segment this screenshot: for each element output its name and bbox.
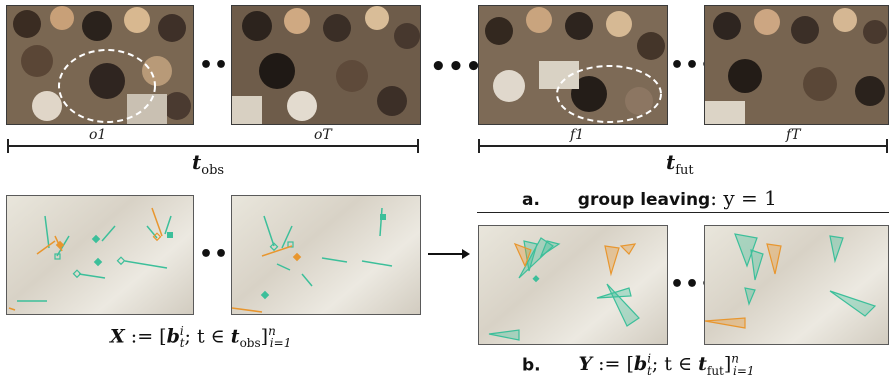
prediction-plot: [705, 233, 877, 329]
frame-label-f1: f1: [570, 127, 585, 143]
trajectory-plot: [8, 207, 173, 311]
timeline-obs-label: tobs: [192, 150, 225, 178]
task-divider: [477, 212, 889, 213]
right-arrow-icon: [428, 249, 470, 259]
trajectory-panel-last: [231, 195, 421, 315]
input-formula: X := [bit; t ∈ tobs]ni=1: [110, 324, 292, 351]
trajectory-plot: [232, 207, 393, 313]
frame-label-fT: fT: [786, 127, 801, 143]
trajectory-panel-first: [6, 195, 194, 315]
observed-frame-last: [231, 5, 421, 125]
task-a-caption: a. group leaving: y = 1: [522, 186, 777, 210]
group-ellipse: [556, 65, 662, 123]
frames-ellipsis: •••: [670, 53, 716, 78]
big-ellipsis: •••: [430, 52, 483, 82]
group-ellipse: [58, 49, 156, 123]
crowd-image: [705, 6, 888, 124]
future-frame-first: [478, 5, 668, 125]
panels-ellipsis: •••: [670, 272, 716, 297]
prediction-panel-last: [704, 225, 889, 345]
timeline-fut-label: tfut: [666, 150, 694, 178]
frame-label-o1: o1: [89, 127, 107, 143]
task-b-caption: b. Y := [bit; t ∈ tfut]ni=1: [522, 352, 755, 379]
crowd-image: [7, 6, 193, 124]
prediction-panel-first: [478, 225, 668, 345]
frame-label-oT: oT: [314, 127, 332, 143]
future-frame-last: [704, 5, 889, 125]
crowd-image: [232, 6, 420, 124]
crowd-image: [479, 6, 667, 124]
observed-frame-first: [6, 5, 194, 125]
prediction-plot: [488, 237, 640, 341]
